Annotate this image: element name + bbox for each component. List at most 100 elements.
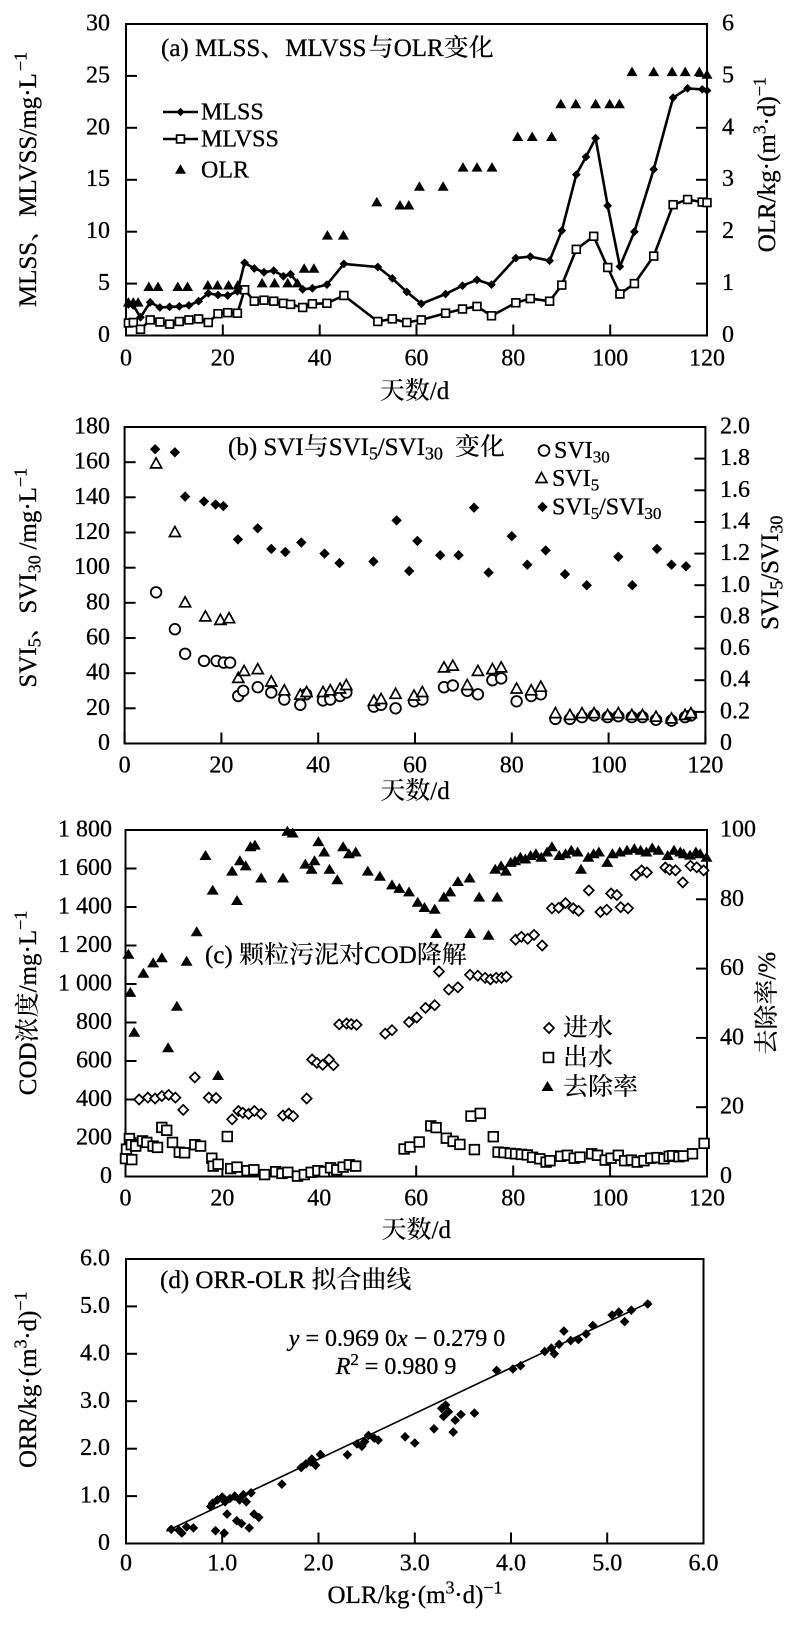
svg-text:5: 5 (369, 444, 378, 464)
svg-text:20: 20 (210, 1186, 234, 1212)
svg-text:OLR: OLR (394, 35, 444, 62)
svg-text:SVI: SVI (552, 466, 591, 492)
svg-text:SVI: SVI (552, 495, 591, 521)
svg-text:1 400: 1 400 (58, 894, 112, 920)
svg-text:100: 100 (591, 753, 627, 779)
svg-text:4.0: 4.0 (496, 1551, 526, 1577)
svg-text:R: R (335, 1354, 351, 1380)
svg-text:0: 0 (720, 1163, 732, 1189)
svg-text:(a) MLSS: (a) MLSS (161, 35, 260, 62)
svg-text:/SVI: /SVI (378, 434, 425, 461)
svg-text:0.2: 0.2 (720, 698, 750, 724)
svg-text:/d: /d (430, 378, 450, 405)
svg-text:1 600: 1 600 (58, 855, 112, 881)
svg-text:140: 140 (74, 484, 110, 510)
svg-text:3: 3 (446, 1578, 455, 1598)
svg-text:0: 0 (120, 346, 132, 372)
svg-text:100: 100 (592, 1186, 628, 1212)
svg-text:30: 30 (86, 11, 110, 37)
svg-text:80: 80 (501, 1186, 525, 1212)
svg-text:y: y (287, 1326, 300, 1352)
svg-text:1 800: 1 800 (58, 817, 112, 843)
svg-text:2: 2 (350, 1350, 359, 1369)
svg-text:0: 0 (100, 1163, 112, 1189)
svg-text:/d: /d (430, 778, 450, 805)
svg-text:160: 160 (74, 449, 110, 475)
svg-text:120: 120 (74, 519, 110, 545)
svg-text:1.2: 1.2 (720, 540, 750, 566)
svg-text:80: 80 (720, 886, 744, 912)
svg-text:0.6: 0.6 (720, 635, 750, 661)
svg-text:0: 0 (119, 753, 131, 779)
svg-text:4.0: 4.0 (80, 1340, 110, 1366)
svg-text:MLVSS: MLVSS (285, 35, 366, 62)
svg-text:120: 120 (689, 1186, 725, 1212)
svg-text:= 0.969 0: = 0.969 0 (300, 1326, 398, 1352)
svg-text:5: 5 (98, 270, 110, 296)
svg-text:60: 60 (86, 625, 110, 651)
svg-text:−1: −1 (750, 77, 770, 96)
svg-text:0: 0 (98, 322, 110, 348)
svg-text:1.0: 1.0 (207, 1551, 237, 1577)
svg-text:MLVSS/mg·L: MLVSS/mg·L (15, 73, 42, 217)
svg-text:5: 5 (25, 638, 45, 647)
svg-text:20: 20 (720, 1094, 744, 1120)
svg-text:30: 30 (25, 555, 45, 573)
svg-text:0: 0 (98, 1530, 110, 1556)
svg-text:3: 3 (11, 1340, 31, 1349)
svg-text:100: 100 (720, 817, 756, 843)
svg-text:5: 5 (722, 62, 734, 88)
svg-text:6.0: 6.0 (80, 1246, 110, 1272)
svg-text:x: x (396, 1326, 408, 1352)
svg-text:2.0: 2.0 (720, 414, 750, 440)
svg-text:100: 100 (592, 346, 628, 372)
svg-text:20: 20 (86, 695, 110, 721)
svg-text:60: 60 (405, 346, 429, 372)
svg-text:6: 6 (722, 11, 734, 37)
svg-text:40: 40 (308, 346, 332, 372)
svg-text:MLVSS: MLVSS (201, 127, 279, 153)
svg-text:30: 30 (767, 516, 787, 534)
svg-text:/mg·L: /mg·L (15, 487, 42, 556)
svg-text:/mg·L: /mg·L (15, 930, 42, 993)
svg-text:OLR/kg·(m: OLR/kg·(m (754, 134, 781, 253)
svg-text:−1: −1 (11, 911, 31, 930)
svg-text:25: 25 (86, 62, 110, 88)
svg-text:/SVI: /SVI (757, 534, 784, 581)
svg-text:40: 40 (306, 753, 330, 779)
svg-text:6.0: 6.0 (689, 1551, 719, 1577)
svg-text:10: 10 (86, 218, 110, 244)
svg-text:0: 0 (120, 1551, 132, 1577)
svg-text:·d): ·d) (15, 1311, 42, 1340)
svg-text:4: 4 (722, 114, 734, 140)
svg-text:COD: COD (364, 942, 417, 969)
svg-text:/d: /d (432, 1217, 452, 1244)
svg-text:20: 20 (86, 114, 110, 140)
svg-text:3.0: 3.0 (400, 1551, 430, 1577)
svg-text:400: 400 (76, 1086, 112, 1112)
svg-text:40: 40 (720, 1024, 744, 1050)
svg-text:40: 40 (86, 660, 110, 686)
svg-text:MLSS: MLSS (201, 100, 264, 126)
svg-text:20: 20 (211, 346, 235, 372)
svg-text:3: 3 (750, 125, 770, 134)
svg-text:− 0.279 0: − 0.279 0 (408, 1326, 506, 1352)
svg-text:1 200: 1 200 (58, 932, 112, 958)
svg-text:−1: −1 (11, 468, 31, 487)
svg-text:0: 0 (98, 730, 110, 756)
svg-text:30: 30 (644, 504, 661, 523)
svg-text:0: 0 (722, 322, 734, 348)
svg-text:200: 200 (76, 1125, 112, 1151)
svg-text:180: 180 (74, 414, 110, 440)
svg-text:2.0: 2.0 (80, 1435, 110, 1461)
svg-text:15: 15 (86, 166, 110, 192)
svg-text:80: 80 (500, 753, 524, 779)
svg-text:5.0: 5.0 (592, 1551, 622, 1577)
svg-text:80: 80 (501, 346, 525, 372)
svg-text:5: 5 (591, 475, 600, 494)
svg-text:1.0: 1.0 (80, 1483, 110, 1509)
svg-text:1.4: 1.4 (720, 509, 750, 535)
svg-text:/SVI: /SVI (599, 495, 644, 521)
svg-text:SVI: SVI (15, 573, 42, 613)
svg-text:−1: −1 (483, 1578, 502, 1598)
